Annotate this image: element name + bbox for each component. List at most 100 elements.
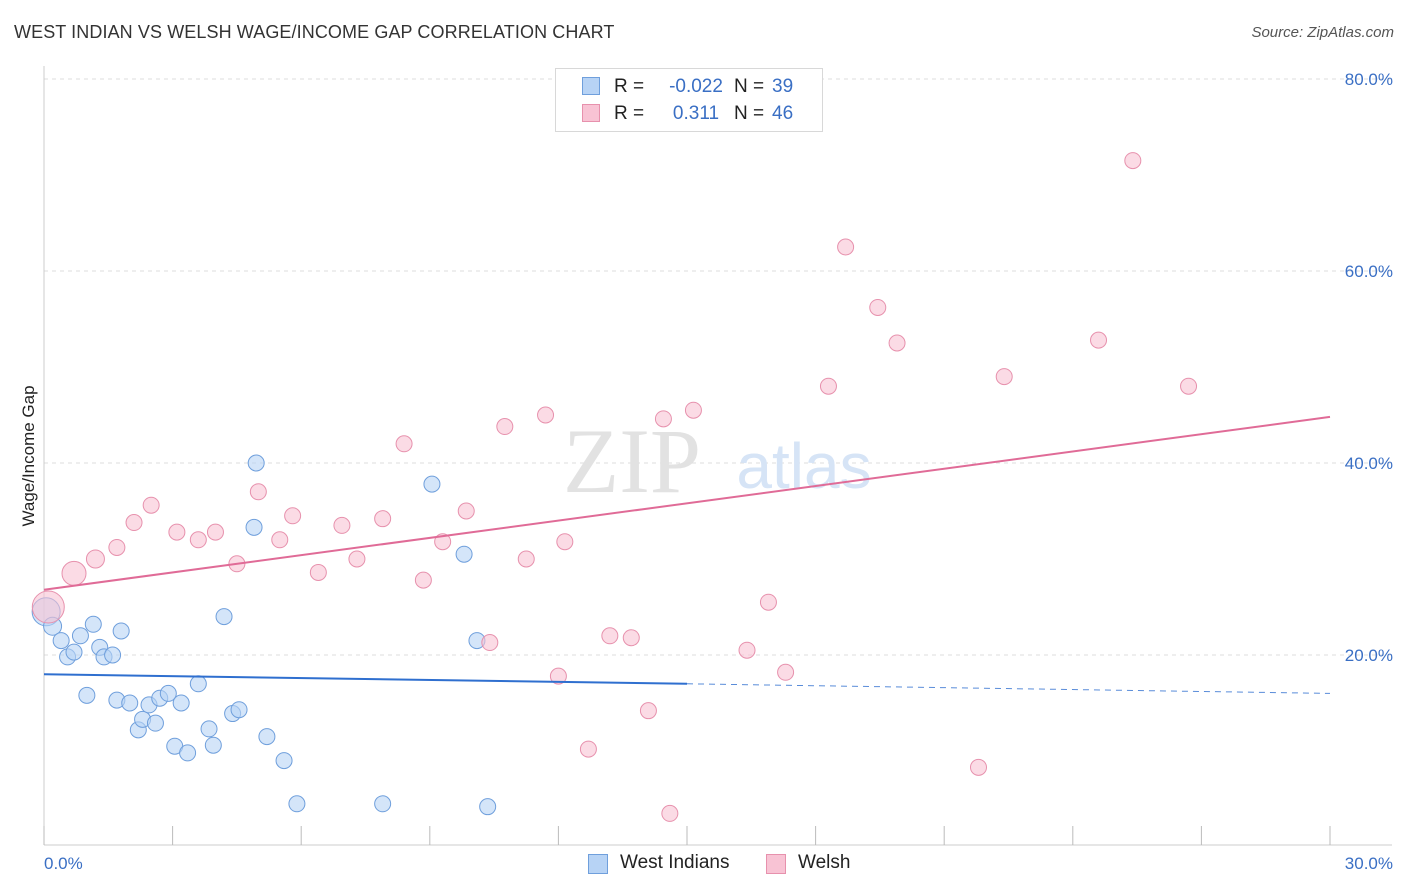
point-west-indians-17 — [146, 714, 164, 732]
bottom-legend-label-west-indians: West Indians — [620, 852, 730, 873]
point-welsh-36 — [777, 663, 795, 681]
point-welsh-42 — [995, 368, 1013, 386]
point-welsh-23 — [517, 550, 535, 568]
point-west-indians-10 — [104, 646, 122, 664]
point-welsh-34 — [738, 641, 756, 659]
point-west-indians-29 — [245, 518, 263, 536]
point-welsh-33 — [684, 401, 702, 419]
tick-labels: 20.0% 40.0% 60.0% 80.0% 0.0% 30.0% — [44, 70, 1393, 873]
legend-n-value-west-indians: 39 — [772, 76, 794, 97]
point-welsh-35 — [759, 593, 777, 611]
point-welsh-6 — [168, 523, 186, 541]
point-welsh-11 — [271, 531, 289, 549]
point-welsh-4 — [125, 514, 143, 532]
point-welsh-22 — [496, 418, 514, 436]
trend-line-welsh — [43, 415, 1331, 591]
point-west-indians-19 — [159, 684, 177, 702]
point-welsh-19 — [434, 533, 452, 551]
point-welsh-12 — [284, 507, 302, 525]
y-tick-label-40: 40.0% — [1345, 454, 1393, 473]
watermark: ZIP atlas — [563, 410, 872, 512]
legend-n-label: N = — [734, 76, 765, 97]
point-welsh-3 — [108, 538, 126, 556]
source-label: Source: ZipAtlas.com — [1251, 24, 1394, 41]
bottom-legend-swatch-west-indians — [588, 854, 608, 874]
legend-swatch-welsh — [582, 104, 600, 122]
point-welsh-13 — [309, 563, 327, 581]
watermark-atlas: atlas — [736, 430, 871, 502]
point-welsh-17 — [395, 435, 413, 453]
point-welsh-43 — [1090, 331, 1108, 349]
point-welsh-32 — [661, 804, 679, 822]
point-west-indians-6 — [78, 686, 96, 704]
legend-n-label: N = — [734, 103, 765, 124]
chart-title: WEST INDIAN VS WELSH WAGE/INCOME GAP COR… — [14, 22, 615, 42]
point-west-indians-5 — [71, 627, 89, 645]
point-welsh-40 — [888, 334, 906, 352]
trend-line-west-indians — [43, 673, 688, 685]
point-west-indians-30 — [247, 454, 265, 472]
legend-r-label: R = — [614, 76, 645, 97]
point-west-indians-38 — [479, 798, 497, 816]
point-welsh-7 — [189, 531, 207, 549]
point-west-indians-28 — [230, 701, 248, 719]
point-welsh-38 — [837, 238, 855, 256]
point-west-indians-36 — [455, 545, 473, 563]
bottom-legend-label-welsh: Welsh — [798, 852, 851, 873]
point-welsh-16 — [374, 510, 392, 528]
point-welsh-29 — [622, 629, 640, 647]
point-welsh-26 — [556, 533, 574, 551]
trend-lines — [43, 415, 1331, 694]
point-welsh-18 — [414, 571, 432, 589]
x-tick-label-30: 30.0% — [1345, 854, 1393, 873]
point-west-indians-32 — [275, 752, 293, 770]
gridlines — [44, 78, 1392, 656]
point-welsh-20 — [457, 502, 475, 520]
point-west-indians-4 — [65, 643, 83, 661]
point-welsh-45 — [1180, 377, 1198, 395]
point-welsh-28 — [601, 627, 619, 645]
point-west-indians-22 — [179, 744, 197, 762]
point-welsh-37 — [819, 377, 837, 395]
bottom-legend-swatch-welsh — [766, 854, 786, 874]
point-west-indians-34 — [374, 795, 392, 813]
point-west-indians-23 — [189, 675, 207, 693]
point-west-indians-35 — [423, 475, 441, 493]
point-welsh-41 — [969, 758, 987, 776]
point-west-indians-7 — [84, 615, 102, 633]
point-welsh-27 — [579, 740, 597, 758]
point-welsh-1 — [61, 560, 87, 586]
x-tick-label-0: 0.0% — [44, 854, 83, 873]
point-welsh-30 — [639, 702, 657, 720]
point-welsh-25 — [549, 667, 567, 685]
point-welsh-39 — [869, 298, 887, 316]
point-west-indians-24 — [200, 720, 218, 738]
point-west-indians-25 — [204, 736, 222, 754]
point-welsh-2 — [85, 549, 105, 569]
point-welsh-44 — [1124, 152, 1142, 170]
point-welsh-24 — [537, 406, 555, 424]
legend-r-label: R = — [614, 103, 645, 124]
point-welsh-31 — [654, 410, 672, 428]
point-welsh-8 — [206, 523, 224, 541]
point-welsh-5 — [142, 496, 160, 514]
point-west-indians-2 — [52, 632, 70, 650]
data-points — [31, 152, 1198, 822]
legend-r-value-west-indians: -0.022 — [669, 76, 723, 97]
y-tick-label-20: 20.0% — [1345, 646, 1393, 665]
point-west-indians-12 — [112, 622, 130, 640]
trend-line-west-indians-extrapolated — [686, 683, 1331, 694]
point-west-indians-13 — [121, 694, 139, 712]
point-welsh-14 — [333, 516, 351, 534]
y-tick-label-80: 80.0% — [1345, 70, 1393, 89]
point-welsh-21 — [481, 634, 499, 652]
point-welsh-0 — [31, 590, 65, 624]
point-welsh-10 — [249, 483, 267, 501]
point-west-indians-21 — [172, 694, 190, 712]
point-west-indians-26 — [215, 608, 233, 626]
point-welsh-15 — [348, 550, 366, 568]
axes — [43, 66, 1392, 846]
correlation-legend: R = -0.022 N = 39 R = 0.311 N = 46 — [555, 68, 823, 132]
legend-swatch-west-indians — [582, 77, 600, 95]
